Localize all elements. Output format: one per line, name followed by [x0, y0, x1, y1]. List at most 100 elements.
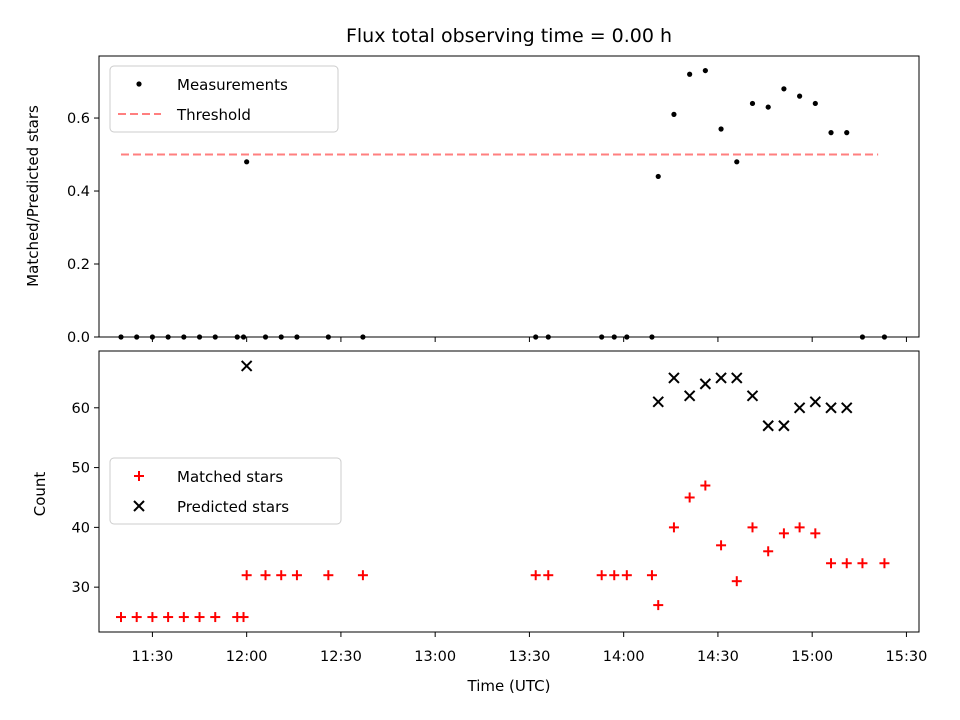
legend-matched-label: Matched stars: [177, 468, 283, 486]
legend-measurements-marker: [136, 81, 142, 87]
matched-star-point: [210, 612, 221, 623]
legend-measurements-label: Measurements: [177, 76, 288, 94]
measurement-point: [718, 126, 724, 132]
measurement-point: [781, 86, 787, 92]
matched-star-point: [621, 570, 632, 581]
matched-star-point: [276, 570, 287, 581]
bottom-y-tick-label: 60: [72, 401, 90, 417]
matched-star-point: [596, 570, 607, 581]
bottom-y-axis-label: Count: [31, 472, 49, 517]
matched-star-point: [700, 480, 711, 491]
top-y-ticks: 0.0 0.2 0.4 0.6: [67, 111, 99, 346]
matched-star-point: [747, 522, 758, 533]
predicted-star-point: [683, 390, 696, 402]
predicted-star-point: [668, 372, 680, 384]
matched-star-point: [163, 612, 174, 623]
top-y-tick-label: 0.0: [67, 330, 90, 346]
matched-star-point: [653, 600, 664, 611]
predicted-star-point: [731, 372, 743, 384]
matched-star-point: [131, 612, 142, 623]
predicted-star-point: [841, 402, 853, 414]
legend-matched-marker: [134, 471, 144, 481]
matched-star-point: [716, 540, 727, 551]
top-x-ticks: [151, 337, 907, 342]
measurement-point: [797, 93, 803, 99]
matched-star-point: [323, 570, 334, 581]
x-tick-label: 14:00: [603, 649, 645, 665]
measurement-point: [671, 111, 677, 117]
predicted-star-point: [778, 420, 790, 432]
bottom-legend: Matched stars Predicted stars: [109, 457, 342, 525]
matched-star-point: [543, 570, 554, 581]
measurement-point: [702, 67, 708, 74]
x-tick-label: 13:30: [509, 649, 551, 665]
legend-predicted-marker: [133, 500, 145, 512]
matched-star-point: [194, 612, 205, 623]
predicted-star-point: [762, 420, 774, 432]
top-chart-title: Flux total observing time = 0.00 h: [346, 25, 672, 47]
matched-star-point: [291, 570, 302, 581]
matched-star-point: [530, 570, 541, 581]
x-tick-label: 15:30: [886, 649, 928, 665]
matched-star-point: [668, 522, 679, 533]
matched-star-point: [238, 612, 249, 623]
predicted-star-point: [652, 396, 664, 408]
x-tick-label: 13:00: [414, 649, 456, 665]
top-y-axis-label: Matched/Predicted stars: [24, 105, 42, 287]
matched-star-point: [178, 612, 189, 623]
x-tick-label: 12:00: [226, 649, 268, 665]
top-y-tick-label: 0.6: [67, 111, 90, 127]
matched-star-point: [147, 612, 158, 623]
bottom-y-tick-label: 40: [72, 520, 90, 536]
matched-star-point: [794, 522, 805, 533]
predicted-star-point: [825, 402, 837, 414]
predicted-star-point: [809, 396, 822, 408]
measurement-point: [828, 130, 834, 136]
legend-predicted-label: Predicted stars: [177, 498, 289, 516]
matched-star-point: [241, 570, 252, 581]
predicted-star-point: [793, 402, 806, 414]
top-axes-frame: [98, 55, 920, 338]
x-tick-label: 15:00: [791, 649, 833, 665]
predicted-star-point: [240, 360, 253, 372]
bottom-x-ticks: 11:30 12:00 12:30 13:00 13:30 14:00 14:30 15:00…: [132, 632, 928, 665]
predicted-star-point: [746, 390, 759, 402]
matched-star-point: [841, 558, 852, 569]
bottom-plot-marks: [115, 360, 890, 623]
bottom-y-tick-label: 50: [72, 461, 90, 477]
measurement-point: [655, 173, 661, 180]
predicted-star-point: [699, 378, 712, 390]
matched-star-point: [778, 528, 789, 539]
measurement-point: [244, 159, 250, 165]
matched-star-point: [731, 576, 742, 587]
measurement-point: [844, 130, 850, 136]
legend-threshold-label: Threshold: [176, 106, 251, 124]
top-legend-box: [109, 65, 339, 133]
matched-star-point: [684, 492, 695, 503]
matched-star-point: [646, 570, 657, 581]
top-y-tick-label: 0.2: [67, 257, 90, 273]
bottom-y-ticks: 30 40 50 60: [72, 401, 99, 596]
matched-star-point: [763, 546, 774, 557]
measurement-point: [765, 104, 771, 110]
measurement-point: [812, 100, 818, 107]
matched-star-point: [357, 570, 368, 581]
matched-star-point: [115, 612, 126, 623]
matched-star-point: [879, 558, 890, 569]
measurement-point: [687, 71, 693, 77]
top-legend: Measurements Threshold: [109, 65, 339, 133]
top-panel: Flux total observing time = 0.00 h 0.0 0.…: [24, 25, 920, 346]
bottom-axes-frame: [98, 350, 920, 633]
x-tick-label: 11:30: [132, 649, 174, 665]
predicted-star-point: [715, 372, 727, 384]
matched-star-point: [609, 570, 620, 581]
matched-star-point: [810, 528, 821, 539]
bottom-y-tick-label: 30: [72, 580, 90, 596]
bottom-x-axis-label: Time (UTC): [467, 677, 551, 695]
x-tick-label: 12:30: [320, 649, 362, 665]
bottom-legend-box: [109, 457, 342, 525]
x-tick-label: 14:30: [697, 649, 739, 665]
measurement-point: [734, 159, 740, 165]
